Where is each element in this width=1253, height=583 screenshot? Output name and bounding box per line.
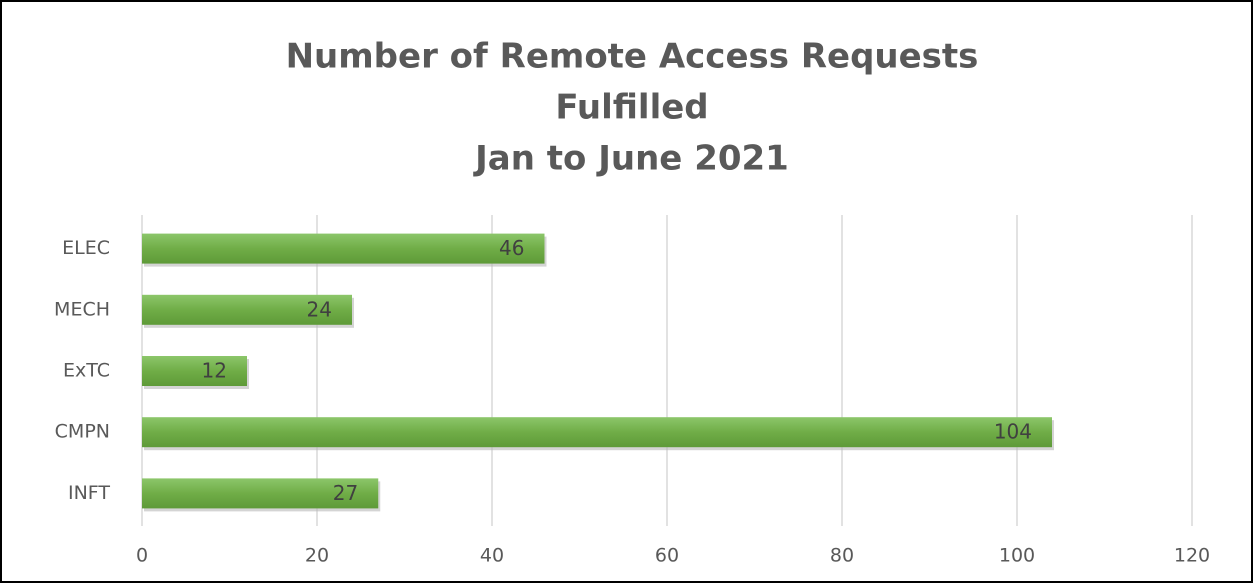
bar xyxy=(142,294,352,325)
bar xyxy=(142,356,247,386)
x-tick-label: 120 xyxy=(1174,545,1210,567)
data-label: 46 xyxy=(499,236,524,260)
chart-title: Fulfilled xyxy=(555,88,708,128)
y-tick-label: MECH xyxy=(54,298,110,320)
x-tick-label: 40 xyxy=(480,545,504,567)
x-tick-label: 20 xyxy=(305,545,329,567)
y-tick-label: ExTC xyxy=(63,360,110,382)
data-label: 12 xyxy=(202,359,227,383)
x-tick-label: 60 xyxy=(655,545,679,567)
bar xyxy=(142,233,545,264)
x-tick-label: 0 xyxy=(136,545,148,567)
bar xyxy=(142,417,1052,448)
chart-title: Jan to June 2021 xyxy=(473,139,789,179)
y-tick-label: ELEC xyxy=(62,237,110,259)
y-tick-label: INFT xyxy=(68,482,110,504)
y-tick-label: CMPN xyxy=(55,421,110,443)
data-label: 27 xyxy=(333,481,358,505)
data-label: 104 xyxy=(994,420,1032,444)
x-tick-label: 80 xyxy=(830,545,854,567)
bar xyxy=(142,478,379,509)
x-tick-label: 100 xyxy=(999,545,1035,567)
chart-title: Number of Remote Access Requests xyxy=(286,37,979,77)
data-label: 24 xyxy=(307,297,332,321)
